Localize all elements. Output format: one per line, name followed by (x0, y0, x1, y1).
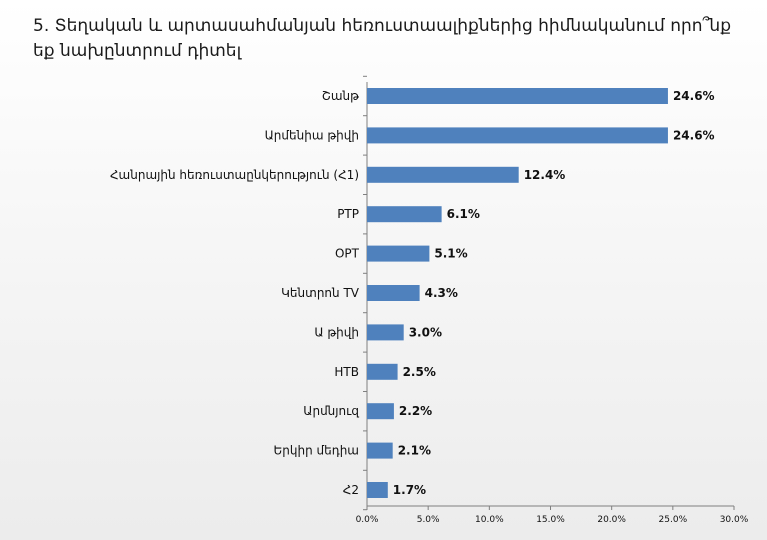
tick-label: 25.0% (659, 515, 688, 525)
bar (367, 403, 394, 420)
bar (367, 285, 420, 301)
bar (367, 324, 404, 341)
category-label: Արմնյուզ (303, 404, 359, 418)
bar (367, 442, 393, 459)
tick-label: 5.0% (417, 515, 440, 525)
category-label: Հանրային հեռուստաընկերություն (Հ1) (110, 168, 359, 182)
value-label: 2.5% (403, 365, 436, 379)
chart-bars (367, 88, 668, 498)
category-labels: Շանթ Արմենիա թիվի Հանրային հեռուստաընկերու… (110, 89, 360, 497)
tick-label: 10.0% (475, 515, 504, 525)
bar (367, 166, 519, 183)
bar (367, 482, 388, 498)
category-label: Արմենիա թիվի (265, 128, 359, 142)
value-label: 24.6% (673, 128, 715, 142)
value-labels: 24.6% 24.6% 12.4% 6.1% 5.1% 4.3% 3.0% 2.5% 2.2% 2… (393, 89, 715, 497)
category-label: Կենտրոն TV (281, 286, 360, 300)
category-label: РТР (337, 207, 359, 221)
value-label: 6.1% (447, 207, 480, 221)
value-label: 5.1% (434, 247, 467, 261)
category-label: НТВ (334, 365, 359, 379)
tick-label: 30.0% (720, 515, 749, 525)
category-label: Հ2 (343, 483, 359, 497)
value-label: 4.3% (425, 286, 458, 300)
value-label: 1.7% (393, 483, 426, 497)
bar (367, 245, 430, 262)
bar (367, 88, 668, 104)
tick-label: 0.0% (356, 515, 379, 525)
bar (367, 127, 668, 144)
value-label: 3.0% (409, 325, 442, 339)
value-label: 2.1% (398, 444, 431, 458)
value-label: 24.6% (673, 89, 715, 103)
value-label: 2.2% (399, 404, 432, 418)
x-axis-ticks: 0.0% 5.0% 10.0% 15.0% 20.0% 25.0% 30.0% (356, 506, 749, 525)
category-label: Ա թիվի (314, 325, 359, 339)
value-label: 12.4% (524, 168, 566, 182)
bar (367, 206, 442, 223)
tick-label: 15.0% (536, 515, 565, 525)
page-title: 5. Տեղական և արտասահմանյան հեռուստաալիքն… (33, 16, 732, 61)
tick-label: 20.0% (597, 515, 626, 525)
category-label: Երկիր մեդիա (274, 444, 359, 458)
category-label: Շանթ (322, 89, 359, 103)
bar (367, 363, 398, 380)
category-label: ОРТ (335, 247, 360, 261)
